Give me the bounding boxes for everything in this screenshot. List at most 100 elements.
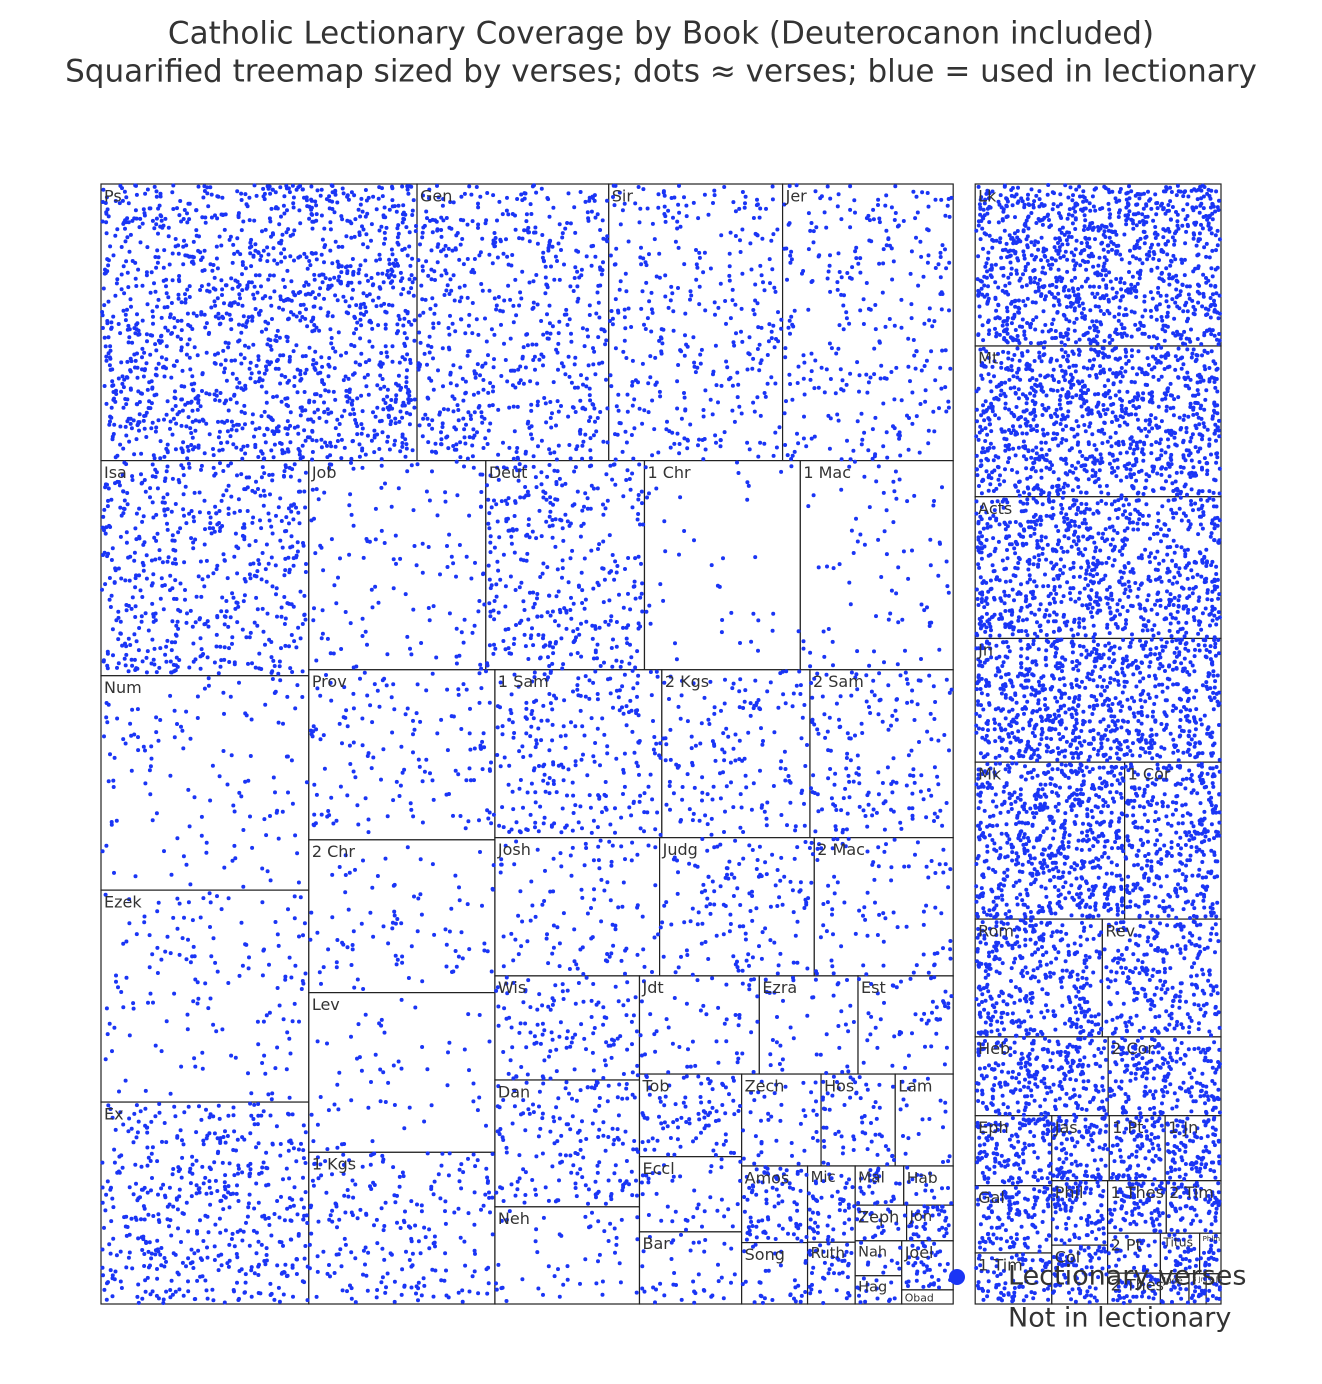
- verse-dot: [497, 535, 502, 540]
- verse-dot: [635, 517, 640, 522]
- verse-dot: [908, 379, 912, 384]
- verse-dot: [267, 1010, 272, 1015]
- verse-dot: [158, 191, 163, 196]
- verse-dot: [396, 373, 401, 378]
- verse-dot: [232, 809, 237, 814]
- verse-dot: [294, 1159, 299, 1164]
- verse-dot: [610, 322, 615, 327]
- verse-dot: [530, 436, 535, 441]
- verse-dot: [229, 1053, 234, 1058]
- verse-dot: [245, 485, 250, 490]
- verse-dot: [519, 557, 523, 562]
- verse-dot: [715, 583, 720, 588]
- verse-dot: [114, 818, 119, 823]
- verse-dot: [128, 297, 133, 302]
- verse-dot: [231, 423, 236, 428]
- verse-dot: [548, 400, 553, 404]
- book-box: [608, 183, 784, 462]
- verse-dot: [554, 347, 559, 352]
- verse-dot: [215, 894, 219, 899]
- verse-dot: [144, 361, 149, 366]
- verse-dot: [447, 532, 452, 537]
- verse-dot: [107, 597, 112, 602]
- verse-dot: [235, 249, 240, 254]
- verse-dot: [894, 496, 899, 501]
- verse-dot: [305, 204, 310, 209]
- verse-dot: [186, 461, 191, 466]
- verse-dot: [492, 617, 497, 622]
- verse-dot: [196, 1248, 201, 1253]
- verse-dot: [487, 288, 492, 293]
- verse-dot: [260, 1061, 265, 1065]
- verse-dot: [217, 448, 222, 453]
- verse-dot: [470, 219, 475, 224]
- verse-dot: [298, 369, 303, 373]
- verse-dot: [135, 375, 140, 380]
- verse-dot: [236, 215, 241, 220]
- verse-dot: [227, 312, 232, 317]
- verse-dot: [389, 272, 394, 277]
- verse-dot: [225, 440, 230, 445]
- verse-dot: [473, 375, 478, 380]
- verse-dot: [233, 1055, 238, 1060]
- verse-dot: [365, 693, 370, 698]
- verse-dot: [144, 553, 149, 558]
- verse-dot: [262, 433, 267, 437]
- verse-dot: [535, 302, 540, 307]
- verse-dot: [191, 659, 196, 664]
- verse-dot: [522, 196, 527, 201]
- verse-dot: [476, 390, 481, 395]
- verse-dot: [274, 429, 279, 434]
- verse-dot: [252, 434, 256, 439]
- verse-dot: [461, 262, 466, 267]
- verse-dot: [315, 188, 320, 193]
- verse-dot: [300, 315, 305, 319]
- verse-dot: [185, 611, 189, 616]
- verse-dot: [207, 1179, 212, 1184]
- verse-dot: [819, 365, 824, 370]
- verse-dot: [261, 1160, 266, 1165]
- verse-dot: [195, 407, 200, 412]
- verse-dot: [166, 234, 171, 239]
- verse-dot: [205, 185, 210, 190]
- verse-dot: [154, 366, 159, 371]
- verse-dot: [492, 296, 497, 301]
- verse-dot: [641, 256, 646, 261]
- verse-dot: [199, 284, 204, 289]
- verse-dot: [190, 408, 195, 413]
- verse-dot: [181, 1293, 186, 1298]
- verse-dot: [222, 558, 227, 563]
- verse-dot: [409, 944, 414, 949]
- verse-dot: [915, 210, 920, 215]
- verse-dot: [795, 431, 799, 436]
- verse-dot: [612, 577, 617, 582]
- verse-dot: [161, 1301, 166, 1305]
- verse-dot: [222, 301, 226, 306]
- verse-dot: [294, 187, 299, 192]
- verse-dot: [180, 368, 185, 373]
- verse-dot: [584, 619, 589, 624]
- verse-dot: [224, 283, 229, 288]
- verse-dot: [285, 432, 290, 437]
- verse-dot: [168, 588, 172, 593]
- verse-dot: [243, 192, 248, 197]
- verse-dot: [157, 1220, 162, 1224]
- verse-dot: [858, 270, 863, 275]
- verse-dot: [330, 190, 335, 195]
- verse-dot: [522, 191, 527, 196]
- verse-dot: [582, 504, 586, 509]
- verse-dot: [262, 1053, 267, 1058]
- verse-dot: [420, 235, 425, 240]
- verse-dot: [119, 245, 124, 249]
- verse-dot: [197, 419, 202, 424]
- verse-dot: [303, 1190, 308, 1195]
- verse-dot: [487, 700, 492, 705]
- verse-dot: [414, 563, 419, 568]
- verse-dot: [783, 346, 788, 351]
- verse-dot: [608, 618, 613, 623]
- verse-dot: [205, 655, 210, 660]
- book-box: [100, 460, 310, 677]
- verse-dot: [535, 592, 540, 596]
- verse-dot: [329, 698, 334, 703]
- verse-dot: [330, 199, 335, 204]
